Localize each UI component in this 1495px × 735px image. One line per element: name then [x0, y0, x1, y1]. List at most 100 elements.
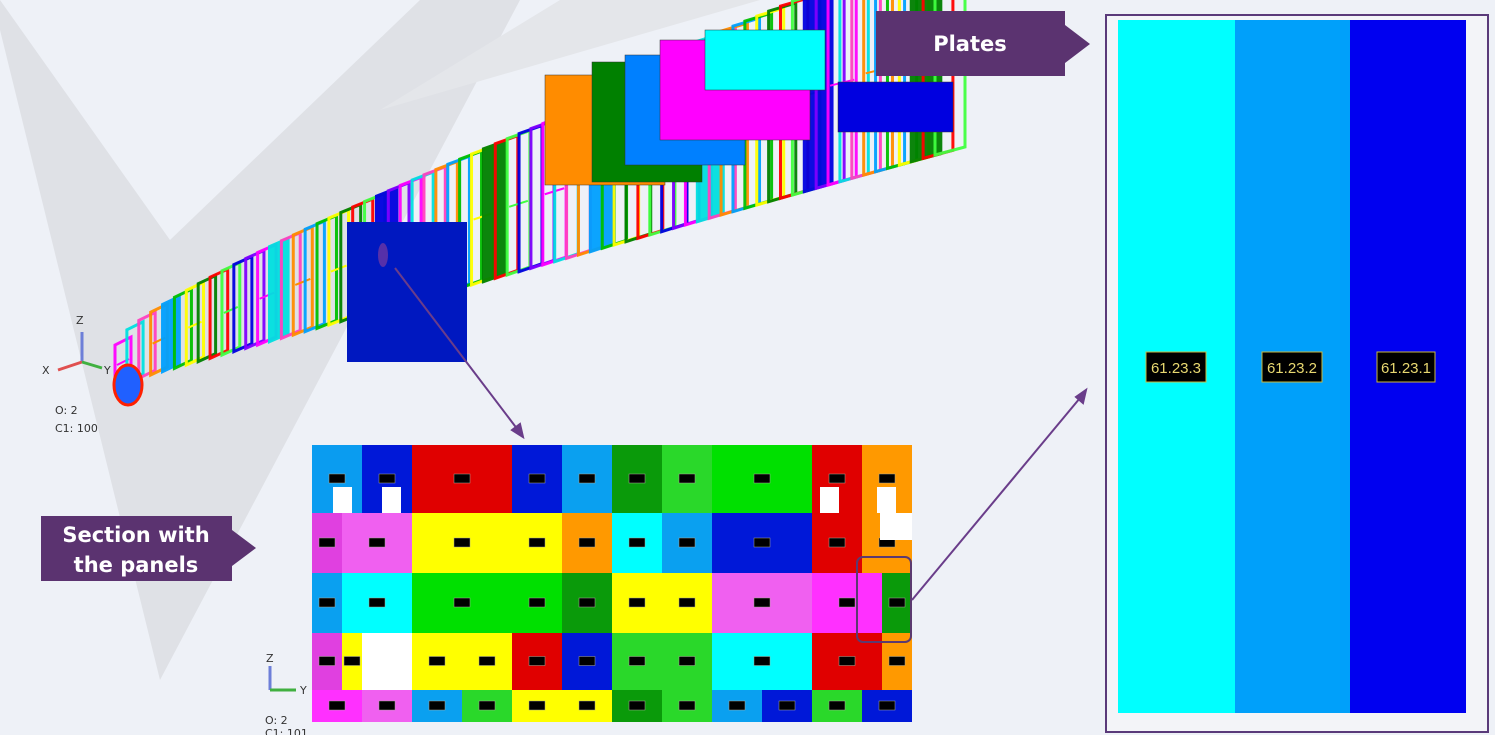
hull-model [112, 0, 967, 407]
bulkhead [347, 222, 467, 362]
panel-tag [678, 473, 696, 484]
panel-tag [343, 656, 361, 666]
info-text: O: 2 [55, 404, 78, 417]
panel-tag [368, 597, 386, 608]
panel-tag [678, 656, 696, 666]
cutout [382, 487, 401, 513]
panel-tag [428, 700, 446, 711]
panel-tag [453, 473, 471, 484]
callout-text: the panels [74, 553, 199, 577]
section-axes: Z Y O: 2 C1: 101 [265, 652, 308, 735]
panel-tag [378, 700, 396, 711]
arrowhead [510, 422, 525, 440]
plate-label: 61.23.2 [1267, 360, 1317, 377]
panel-tag [828, 537, 846, 548]
arrowhead [1074, 387, 1088, 405]
panel-tag [628, 656, 646, 666]
axis-x [57, 360, 83, 372]
panel-tag [578, 597, 596, 608]
panel-tag [628, 537, 646, 548]
axis-label: Y [103, 364, 111, 377]
axis-label: X [42, 364, 50, 377]
panel-tag [528, 537, 546, 548]
panel-tag [878, 700, 896, 711]
panel-tag [578, 656, 596, 666]
panel-tag [478, 700, 496, 711]
bulkhead [837, 81, 954, 133]
panel-tag [888, 656, 906, 666]
hull-frame [161, 294, 181, 375]
panel-tag [528, 473, 546, 484]
panel-tag [628, 700, 646, 711]
cutout [880, 513, 912, 540]
panel-tag [453, 537, 471, 548]
panel-tag [578, 473, 596, 484]
panel-tag [528, 656, 546, 666]
callout-text: Plates [933, 32, 1007, 56]
info-text: C1: 100 [55, 422, 98, 435]
section-callout: Section with the panels [41, 516, 256, 581]
panel-tag [753, 597, 771, 608]
panel-tag [828, 700, 846, 711]
callout-box [41, 516, 256, 581]
axis-label: Z [76, 314, 84, 327]
callout-box [876, 11, 1090, 76]
panel-tag [838, 656, 856, 666]
label-box [1145, 351, 1207, 383]
panel-tag [368, 537, 386, 548]
panel-tag [628, 597, 646, 608]
hull-stiffener [294, 278, 311, 286]
panel-tag [878, 473, 896, 484]
panel [362, 633, 412, 690]
panel-tag [778, 700, 796, 711]
panel-tag [578, 700, 596, 711]
cutout [877, 487, 896, 513]
plate-labels: 61.23.3 61.23.2 61.23.1 [1145, 351, 1436, 383]
plate-label: 61.23.1 [1381, 360, 1431, 377]
cutout [820, 487, 839, 513]
callout-text: Section with [62, 523, 209, 547]
plates-callout: Plates [876, 11, 1090, 76]
panel-tag [838, 597, 856, 608]
panel-tag [888, 597, 906, 608]
bg-shape [380, 0, 760, 110]
pick-marker [378, 243, 388, 267]
panel-tag [678, 700, 696, 711]
pointer-line [394, 267, 519, 431]
panel-tag [528, 597, 546, 608]
panel-tag [828, 473, 846, 484]
axis-y [81, 360, 103, 370]
hull-stiffener [330, 264, 347, 273]
info-text: C1: 101 [265, 727, 308, 735]
label-box [1376, 351, 1436, 383]
panel-tag [578, 537, 596, 548]
axis-label: Y [299, 684, 307, 697]
panel-tag [318, 537, 336, 548]
hull-axes: Z X Y O: 2 C1: 100 [42, 314, 111, 435]
panel-tag [528, 700, 546, 711]
panel-tag [753, 473, 771, 484]
info-text: O: 2 [265, 714, 288, 727]
panel-tag [753, 656, 771, 666]
panel-tag [428, 656, 446, 666]
section-grid [312, 445, 912, 722]
panel-tag [678, 537, 696, 548]
panel-tag [318, 597, 336, 608]
panel-tag [628, 473, 646, 484]
panel-tag [678, 597, 696, 608]
cutout [333, 487, 352, 513]
bg-shape [0, 0, 520, 680]
highlight-box [856, 556, 912, 643]
panel-tag [328, 700, 346, 711]
axis-label: Z [266, 652, 274, 665]
panel-tag [753, 537, 771, 548]
hull-frame [267, 236, 290, 344]
plate-label: 61.23.3 [1151, 360, 1201, 377]
panel-tag [453, 597, 471, 608]
panel-tag [378, 473, 396, 484]
pointer-line [911, 397, 1081, 601]
panel-tag [328, 473, 346, 484]
bulkhead [704, 29, 826, 91]
pointers [394, 267, 1088, 601]
